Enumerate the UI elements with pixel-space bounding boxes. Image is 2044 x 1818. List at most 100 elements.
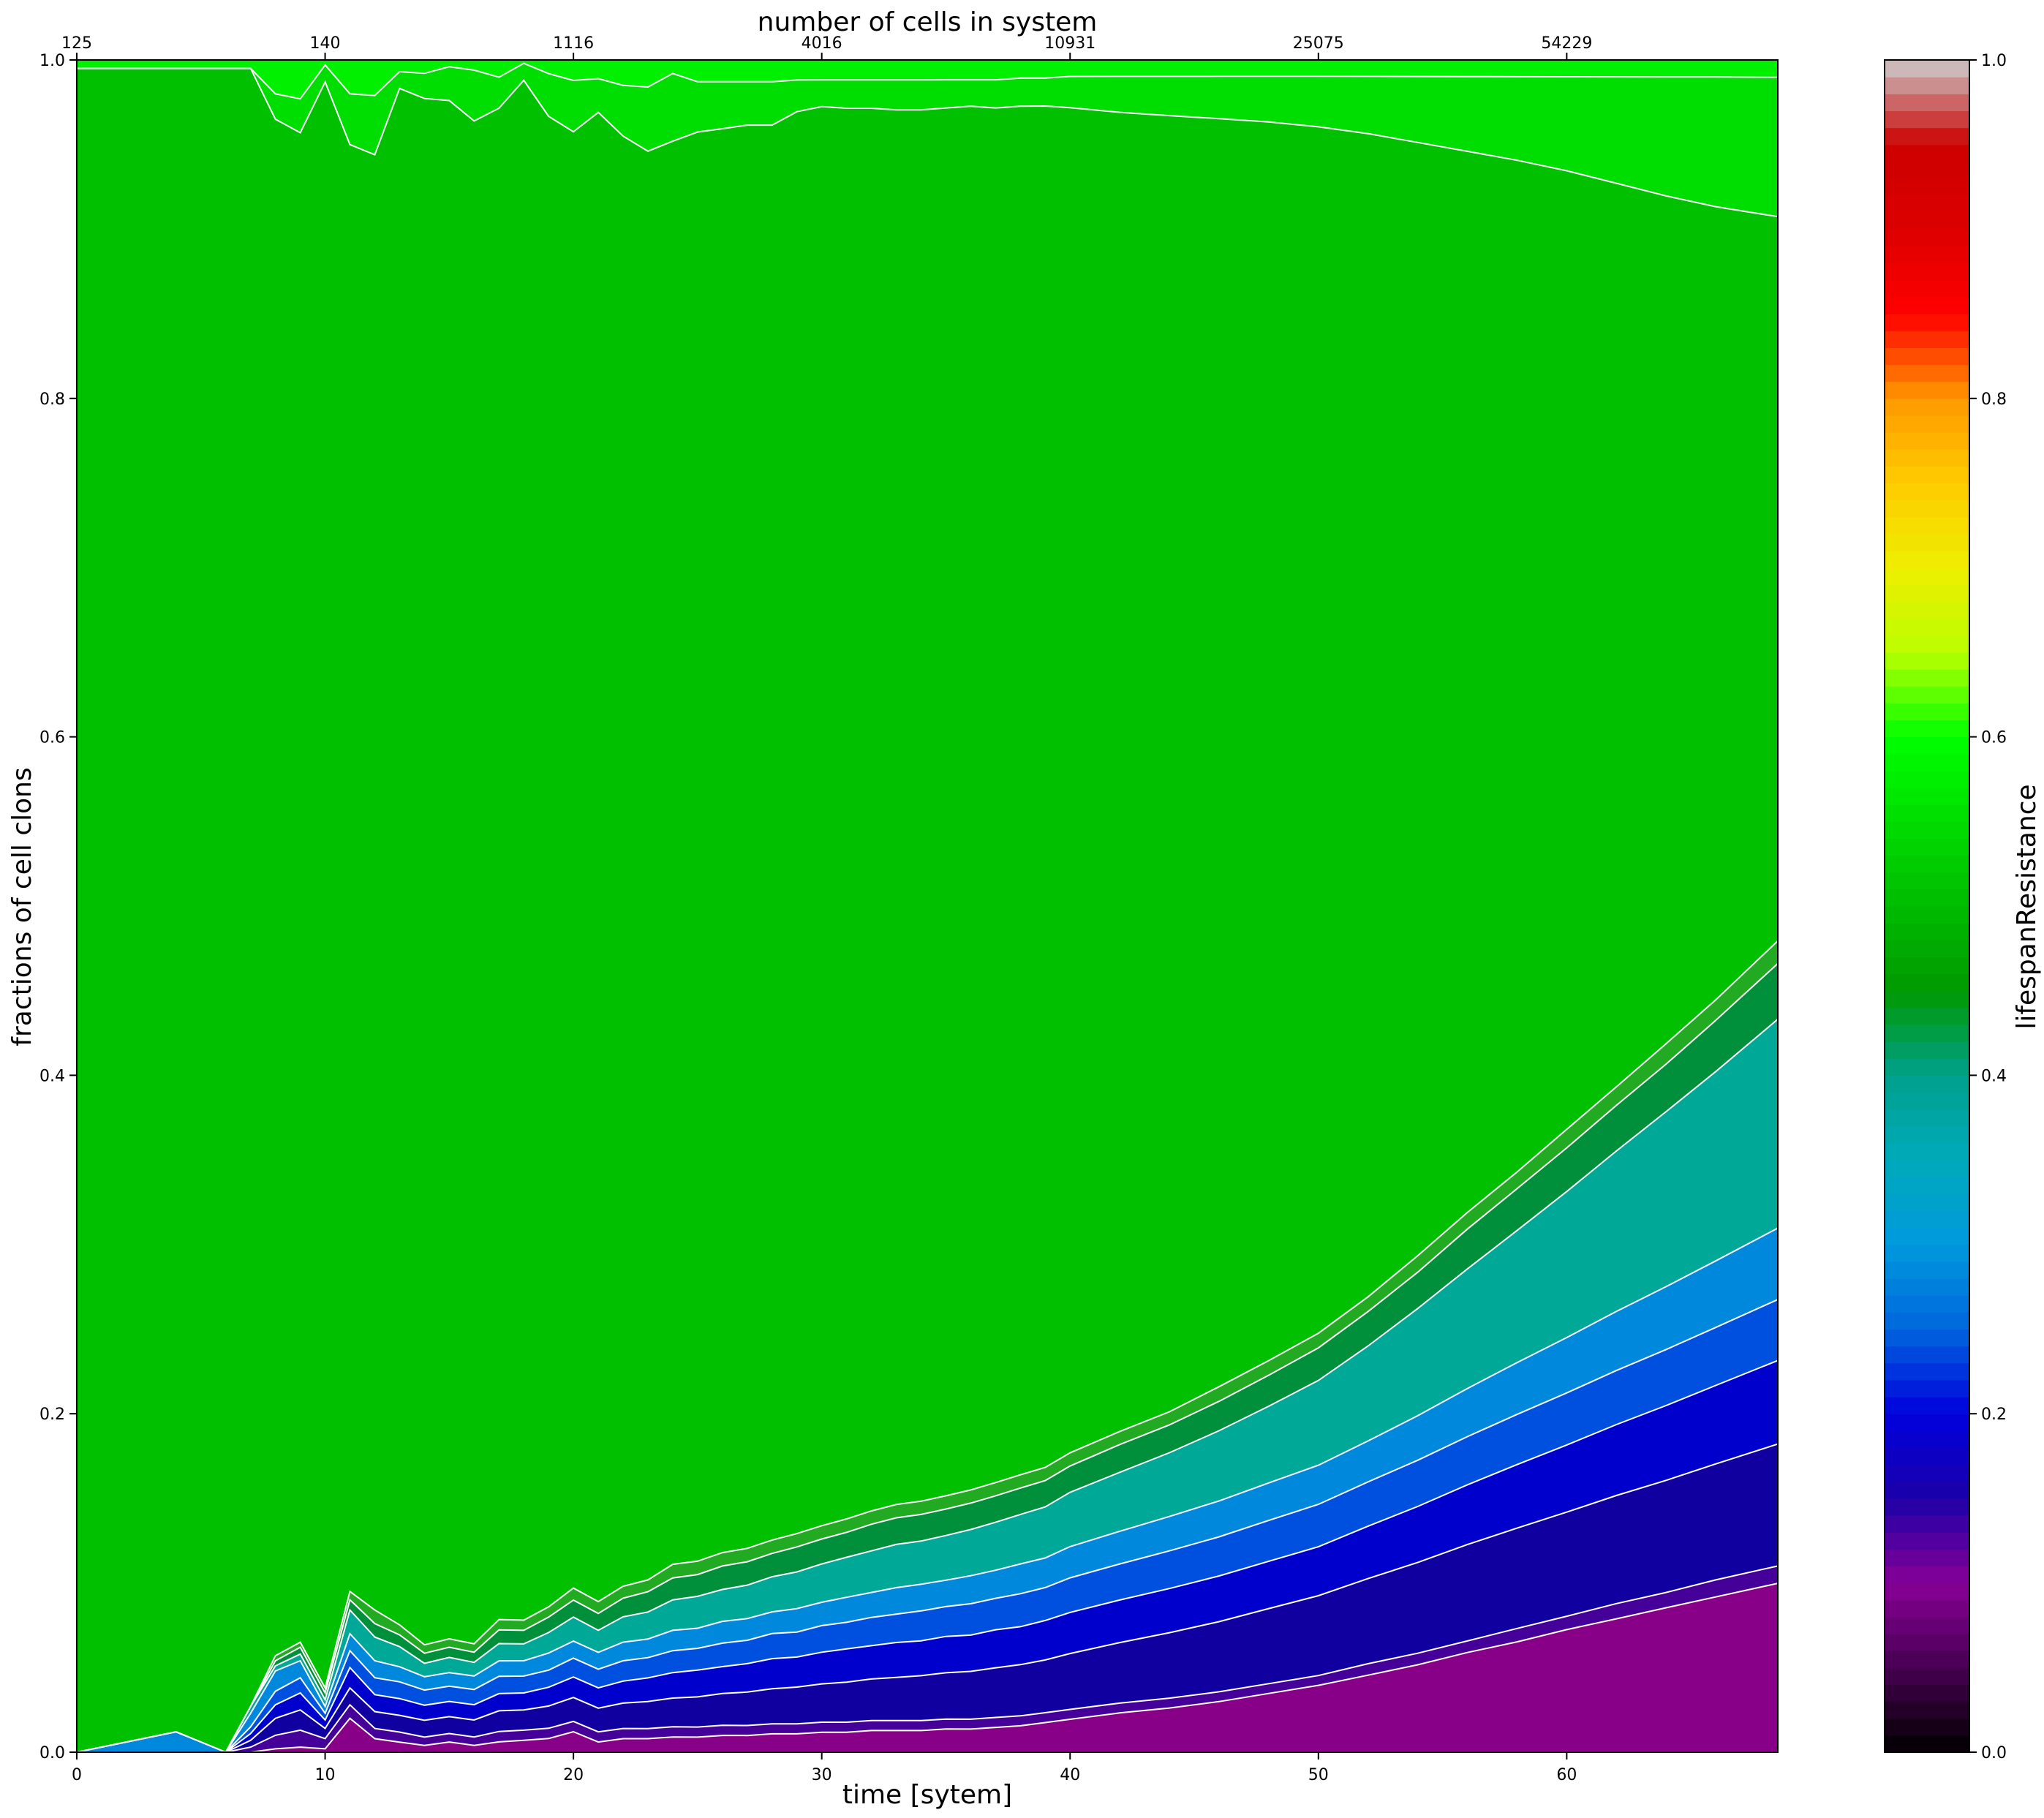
colorbar-tick-label: 0.2 — [1981, 1406, 2007, 1424]
colorbar-band — [1885, 838, 1969, 856]
top-axis-label: number of cells in system — [758, 7, 1098, 37]
colorbar-band — [1885, 1464, 1969, 1482]
x-tick-label: 30 — [812, 1766, 832, 1784]
colorbar-band — [1885, 635, 1969, 653]
colorbar-band — [1885, 1684, 1969, 1702]
x-tick-label: 20 — [563, 1766, 584, 1784]
clone-boundary-line — [77, 940, 1778, 1752]
colorbar-band — [1885, 973, 1969, 992]
colorbar-band — [1885, 1193, 1969, 1212]
top-tick-label: 140 — [310, 34, 341, 53]
colorbar-band — [1885, 466, 1969, 484]
colorbar-band — [1885, 1532, 1969, 1550]
colorbar-band — [1885, 855, 1969, 873]
colorbar-band — [1885, 1651, 1969, 1668]
colorbar-band — [1885, 1515, 1969, 1533]
colorbar-band — [1885, 940, 1969, 958]
colorbar-band — [1885, 584, 1969, 603]
colorbar-band — [1885, 872, 1969, 890]
top-tick-label: 25075 — [1293, 34, 1344, 53]
colorbar-band — [1885, 923, 1969, 940]
colorbar-band — [1885, 720, 1969, 738]
colorbar-band — [1885, 1599, 1969, 1618]
colorbar-band — [1885, 229, 1969, 247]
y-tick-label: 0.6 — [39, 729, 65, 747]
colorbar-band — [1885, 618, 1969, 636]
colorbar-band — [1885, 1312, 1969, 1330]
colorbar-band — [1885, 686, 1969, 704]
clone-boundary-line — [77, 1565, 1778, 1752]
colorbar-band — [1885, 1227, 1969, 1245]
colorbar-band — [1885, 212, 1969, 230]
clone-boundary-line — [77, 1299, 1778, 1752]
colorbar-band — [1885, 161, 1969, 179]
y-tick-label: 1.0 — [39, 52, 65, 70]
colorbar-band — [1885, 669, 1969, 687]
colorbar-band — [1885, 516, 1969, 535]
colorbar-band — [1885, 178, 1969, 196]
y-axis-label: fractions of cell clons — [7, 767, 37, 1046]
colorbar-band — [1885, 1041, 1969, 1059]
colorbar-band — [1885, 110, 1969, 129]
colorbar-band — [1885, 906, 1969, 924]
colorbar-band — [1885, 1024, 1969, 1042]
top-tick-label: 125 — [61, 34, 92, 53]
colorbar-band — [1885, 263, 1969, 281]
colorbar-band — [1885, 1701, 1969, 1719]
clone-area-10 — [77, 63, 1778, 217]
colorbar-band — [1885, 449, 1969, 467]
stacked-area-plot — [77, 60, 1778, 1752]
colorbar-band — [1885, 1092, 1969, 1110]
colorbar-band — [1885, 753, 1969, 772]
top-tick-label: 54229 — [1541, 34, 1592, 53]
colorbar-band — [1885, 279, 1969, 298]
colorbar-band — [1885, 415, 1969, 433]
top-tick-label: 1116 — [553, 34, 594, 53]
clone-boundary-line — [77, 1227, 1778, 1752]
colorbar-band — [1885, 1634, 1969, 1651]
colorbar-band — [1885, 499, 1969, 518]
y-tick-label: 0.0 — [39, 1744, 65, 1762]
clone-area-1 — [77, 1566, 1778, 1752]
colorbar-band — [1885, 1007, 1969, 1025]
colorbar-band — [1885, 1583, 1969, 1601]
colorbar-tick-label: 0.4 — [1981, 1067, 2007, 1085]
colorbar-band — [1885, 1160, 1969, 1177]
colorbar-band — [1885, 533, 1969, 551]
colorbar-band — [1885, 331, 1969, 348]
x-tick-label: 0 — [72, 1766, 82, 1784]
colorbar-band — [1885, 347, 1969, 366]
x-tick-label: 40 — [1060, 1766, 1080, 1784]
colorbar-tick-label: 0.6 — [1981, 729, 2007, 747]
colorbar-band — [1885, 788, 1969, 805]
colorbar-band — [1885, 1210, 1969, 1229]
colorbar-band — [1885, 1295, 1969, 1313]
colorbar-band — [1885, 770, 1969, 788]
colorbar-band — [1885, 246, 1969, 264]
colorbar-band — [1885, 1566, 1969, 1584]
x-tick-label: 60 — [1556, 1766, 1577, 1784]
colorbar-band — [1885, 1549, 1969, 1567]
colorbar-band — [1885, 144, 1969, 162]
colorbar-band — [1885, 398, 1969, 416]
colorbar-band — [1885, 1735, 1969, 1753]
colorbar-band — [1885, 127, 1969, 146]
colorbar-tick-label: 0.0 — [1981, 1744, 2007, 1762]
clone-boundary-line — [77, 1443, 1778, 1752]
colorbar-band — [1885, 1125, 1969, 1144]
colorbar-band — [1885, 1109, 1969, 1127]
colorbar-tick-label: 0.8 — [1981, 391, 2007, 409]
clone-area-2 — [77, 1444, 1778, 1752]
colorbar-band — [1885, 364, 1969, 382]
colorbar-band — [1885, 551, 1969, 568]
colorbar-band — [1885, 1616, 1969, 1634]
colorbar-band — [1885, 1718, 1969, 1736]
clone-boundary-line — [77, 1018, 1778, 1752]
colorbar-band — [1885, 94, 1969, 112]
colorbar-band — [1885, 567, 1969, 585]
top-axis-ticks: 125 140 1116 4016 10931 25075 54229 — [61, 34, 1592, 60]
clone-area-9 — [77, 68, 1778, 1752]
colorbar-band — [1885, 1261, 1969, 1279]
x-axis-ticks: 0 10 20 30 40 50 60 — [72, 1752, 1577, 1784]
